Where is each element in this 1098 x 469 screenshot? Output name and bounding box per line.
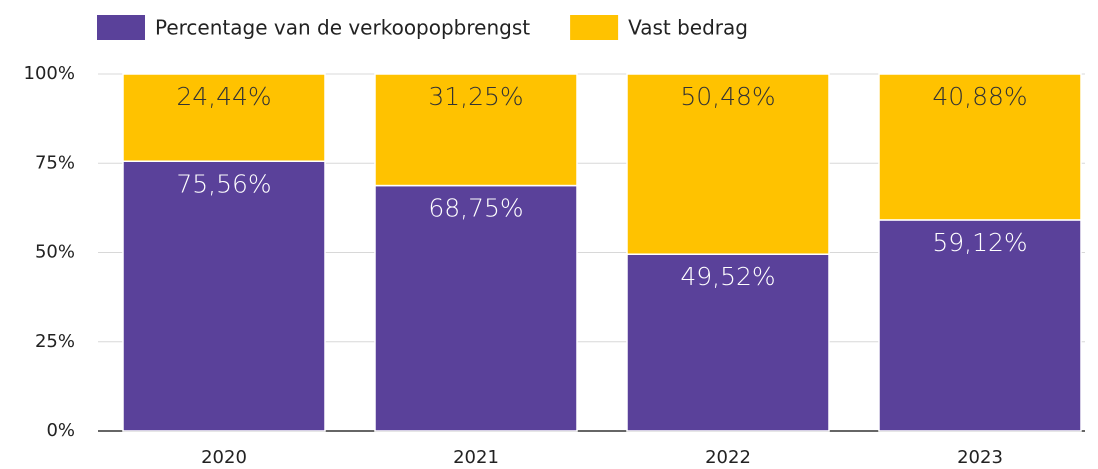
bar-segment <box>878 73 1082 221</box>
bar-segment <box>374 73 578 187</box>
value-label: 31,25% <box>428 82 523 111</box>
bar-segment <box>122 73 326 163</box>
bar-segment <box>374 184 578 432</box>
bar-segment <box>122 160 326 432</box>
value-label: 59,12% <box>932 228 1027 257</box>
value-label: 49,52% <box>680 262 775 291</box>
value-label: 68,75% <box>428 194 523 223</box>
y-tick-label: 25% <box>35 331 75 352</box>
x-tick-label: 2021 <box>453 447 499 468</box>
value-label: 24,44% <box>176 82 271 111</box>
y-tick-label: 75% <box>35 152 75 173</box>
x-tick-label: 2023 <box>957 447 1003 468</box>
legend-label: Percentage van de verkoopopbrengst <box>155 16 530 40</box>
value-label: 50,48% <box>680 82 775 111</box>
legend-swatch <box>97 15 145 40</box>
value-label: 40,88% <box>932 82 1027 111</box>
bar-segment <box>626 73 830 255</box>
y-tick-label: 100% <box>24 63 75 84</box>
x-tick-label: 2020 <box>201 447 247 468</box>
y-tick-label: 0% <box>46 420 75 441</box>
value-label: 75,56% <box>176 169 271 198</box>
legend-swatch <box>570 15 619 40</box>
y-tick-label: 50% <box>35 242 75 263</box>
x-tick-label: 2022 <box>705 447 751 468</box>
legend-label: Vast bedrag <box>628 16 748 40</box>
